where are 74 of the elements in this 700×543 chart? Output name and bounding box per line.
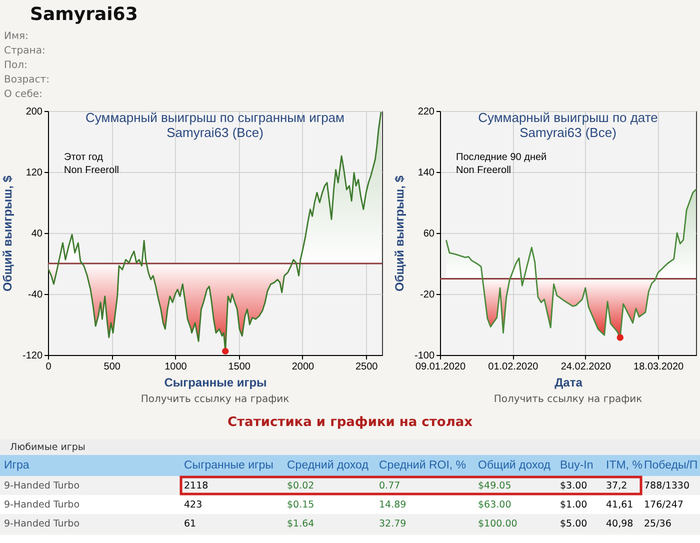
y-tick-label: 120: [26, 168, 43, 178]
category-label: Buy-In: [560, 460, 594, 472]
x-tick-label: 1000: [164, 362, 188, 372]
text: $0.15: [287, 500, 314, 510]
text: 0.77: [379, 480, 400, 492]
category-label: Победы/П: [644, 460, 698, 472]
text: $1.00: [560, 500, 588, 510]
y-tick-label: -20: [420, 290, 435, 300]
annotation: Этот год: [64, 152, 104, 163]
x-tick-label: 01.02.2020: [488, 362, 539, 372]
text: 14.89: [379, 500, 406, 510]
x-tick-label: 500: [104, 362, 121, 372]
text: Samyrai63: [30, 4, 138, 25]
category-label: Сыгранные игры: [184, 460, 274, 472]
chart-title: Суммарный выигрыш по сыгранным играм: [86, 110, 345, 125]
text: 32.79: [379, 518, 406, 530]
x-tick-label: 24.02.2020: [560, 362, 612, 372]
text: $63.00: [478, 500, 512, 510]
x-axis-title: Сыгранные игры: [164, 376, 267, 390]
text: 176/247: [644, 500, 684, 510]
y-tick-label: -40: [28, 290, 43, 300]
annotation: Последние 90 дней: [456, 152, 547, 163]
annotation: Non Freeroll: [64, 165, 120, 176]
text: $0.02: [287, 480, 314, 492]
text: 40,98: [606, 518, 634, 530]
text: 788/1330: [644, 480, 690, 492]
text: 61: [184, 518, 196, 530]
y-tick-label: -120: [22, 350, 43, 362]
x-tick-label: 09.01.2020: [415, 362, 466, 372]
y-tick-label: 40: [31, 228, 43, 240]
text: 25/36: [644, 518, 672, 530]
text: Имя:: [4, 31, 28, 42]
annotation: Non Freeroll: [456, 165, 512, 176]
text: Samyrai63 (Все): [166, 125, 264, 140]
y-tick-label: 140: [418, 168, 435, 178]
y-axis-title: Общий выигрыш, $: [0, 175, 14, 292]
text: $1.64: [287, 518, 314, 530]
x-tick-label: 2000: [292, 362, 315, 372]
x-tick-label: 1500: [228, 362, 251, 372]
category-label: Средний доход: [287, 460, 369, 472]
y-tick-label: 200: [26, 106, 43, 118]
text: Получить ссылку на график: [494, 394, 642, 405]
y-tick-label: 60: [423, 228, 435, 240]
x-tick-label: 18.03.2020: [634, 362, 684, 372]
text: Страна:: [4, 46, 46, 56]
x-axis-title: Дата: [554, 376, 583, 390]
text: $5.00: [560, 518, 588, 530]
text: 9-Handed Turbo: [4, 480, 80, 492]
chart-title: Суммарный выигрыш по дате: [478, 110, 658, 125]
category-label: ITM, %: [606, 460, 642, 472]
category-label: Средний ROI, %: [379, 460, 466, 472]
text: $100.00: [478, 518, 518, 530]
text: 41,61: [606, 500, 634, 510]
text: 9-Handed Turbo: [4, 500, 80, 510]
x-tick-label: 2500: [355, 362, 378, 372]
text: 37,2: [606, 480, 628, 492]
text: Статистика и графики на столах: [227, 415, 474, 430]
y-axis-title: Общий выигрыш, $: [392, 175, 406, 292]
text: Возраст:: [4, 74, 50, 86]
text: Получить ссылку на график: [140, 394, 290, 405]
text: Samyrai63 (Все): [520, 125, 616, 140]
y-tick-label: 220: [418, 106, 435, 118]
text: 2118: [184, 480, 208, 492]
y-tick-label: -100: [414, 350, 435, 362]
text: 9-Handed Turbo: [4, 518, 80, 530]
text: Пол:: [4, 60, 28, 71]
text: О себе:: [4, 89, 42, 100]
category-label: Общий доход: [478, 460, 551, 472]
text: $3.00: [560, 480, 588, 492]
category-label: Игра: [4, 460, 30, 472]
text: Любимые игры: [10, 442, 86, 453]
text: $49.05: [478, 480, 512, 492]
text: 423: [184, 500, 202, 510]
x-tick-label: 0: [46, 362, 52, 372]
